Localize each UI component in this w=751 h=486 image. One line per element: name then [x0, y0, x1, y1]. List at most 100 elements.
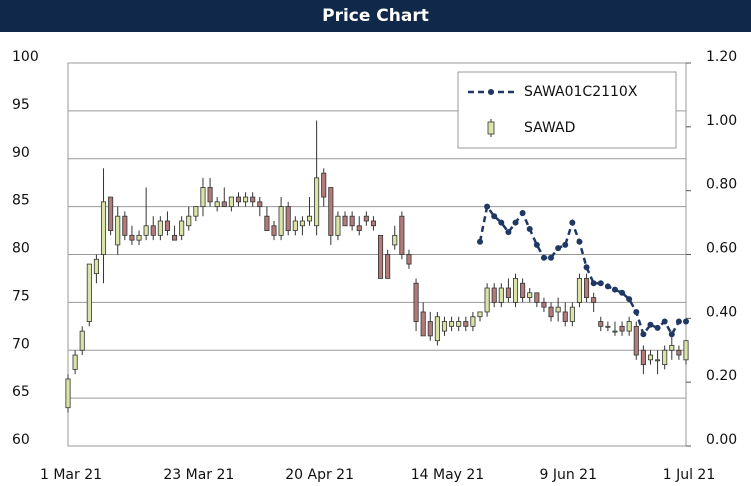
candle-body [385, 254, 391, 279]
candle-body [143, 225, 149, 236]
y-tick-label: 60 [12, 432, 30, 448]
candle-body [626, 321, 632, 332]
x-tick-label: 14 May 21 [411, 467, 484, 483]
candle-body [413, 282, 419, 322]
candle-body [65, 378, 71, 409]
line-point [640, 331, 647, 338]
x-tick-label: 23 Mar 21 [163, 467, 234, 483]
candle-body [633, 325, 639, 356]
x-tick-label: 1 Jul 21 [663, 467, 716, 483]
candle-body [363, 215, 369, 222]
line-point [604, 283, 611, 290]
line-point [526, 225, 533, 232]
candle-body [193, 206, 199, 217]
line-point [619, 289, 626, 296]
candle-body [207, 187, 213, 203]
line-point [576, 238, 583, 245]
candle-body [271, 225, 277, 236]
candle-body [335, 215, 341, 236]
candle-body [306, 215, 313, 222]
candle-body [598, 321, 604, 327]
candle-body [498, 287, 504, 303]
line-point [498, 219, 505, 226]
candle-body [676, 349, 682, 356]
candle-body [392, 234, 398, 246]
candle-body [434, 316, 440, 342]
y-tick-label: 85 [12, 193, 30, 209]
candle-body [378, 234, 384, 279]
x-tick-label: 9 Jun 21 [539, 467, 597, 483]
candle-body [647, 354, 654, 361]
candle-body [278, 206, 284, 236]
candle-body [619, 325, 625, 332]
candle-body [100, 201, 107, 255]
candle-body [328, 187, 334, 236]
legend-candle [487, 121, 495, 135]
legend-label: SAWAD [524, 120, 575, 136]
candle-body [477, 311, 483, 318]
candle-body [186, 215, 192, 227]
candle-body [157, 220, 163, 236]
candle-body [669, 345, 675, 351]
legend-label: SAWA01C2110X [524, 84, 638, 100]
candle-body [314, 177, 320, 227]
x-tick-label: 20 Apr 21 [285, 467, 354, 483]
candle-body [108, 196, 114, 231]
line-point [477, 238, 483, 245]
candle-body [612, 330, 618, 333]
candle-body [370, 220, 376, 227]
y2-tick-label: 0.00 [706, 432, 737, 448]
line-point [562, 241, 569, 248]
line-point [626, 296, 633, 303]
candle-body [584, 278, 590, 298]
candle-body [122, 215, 128, 236]
candle-body [86, 263, 92, 322]
candle-body [257, 201, 263, 208]
candle-body [214, 201, 220, 208]
y2-tick-label: 0.80 [706, 177, 737, 193]
candle-body [640, 349, 646, 366]
line-point [583, 264, 590, 271]
candle-body [463, 321, 469, 327]
line-point [548, 254, 555, 261]
candle-body [505, 287, 511, 298]
candle-body [427, 321, 433, 337]
line-point [505, 229, 512, 236]
candle-body [456, 321, 462, 327]
candle-body [129, 234, 135, 241]
y2-tick-label: 1.00 [706, 113, 737, 129]
line-point [668, 331, 675, 338]
candle-body [93, 258, 99, 275]
candle-body [285, 206, 291, 231]
candle-body [562, 311, 568, 322]
candle-body [484, 287, 490, 313]
candle-body [406, 254, 412, 265]
candle-body [150, 225, 156, 236]
candle-body [179, 220, 185, 236]
candle-body [349, 215, 355, 227]
candle-body [136, 234, 142, 241]
legend-dot [488, 89, 494, 95]
line-point [597, 280, 604, 287]
candle-body [591, 297, 597, 303]
candle-body [321, 172, 327, 198]
line-point [533, 241, 540, 248]
candle-body [449, 321, 455, 327]
candle-body [662, 349, 668, 366]
line-point [555, 245, 562, 252]
line-point [590, 280, 597, 287]
candle-body [250, 196, 256, 203]
line-point [675, 318, 682, 325]
y2-tick-label: 0.20 [706, 368, 737, 384]
candle-body [200, 187, 206, 208]
candle-body [228, 196, 234, 208]
line-point [683, 318, 689, 325]
candle-body [512, 278, 519, 303]
candle-body [235, 196, 242, 203]
candle-body [576, 278, 582, 303]
candle-body [605, 325, 611, 328]
y-tick-label: 75 [12, 288, 30, 304]
line-point [491, 213, 498, 220]
